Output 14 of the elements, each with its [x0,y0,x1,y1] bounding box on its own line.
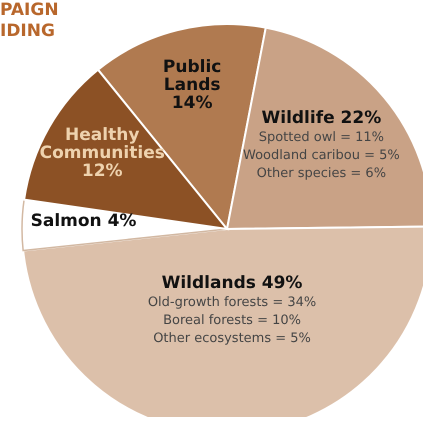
slice-label: Wildlands 49% [162,272,302,293]
slice-label: Healthy Communities [40,125,165,164]
text: Other species = 6% [256,166,386,182]
slice-label: Salmon 4% [30,211,136,232]
chart-title: PAIGN IDING [0,0,59,42]
text: Spotted owl = 11% [258,130,384,146]
text: Old-growth forests = 34% [148,294,316,310]
text: Other ecosystems = 5% [153,330,311,346]
slice-label: Public Lands [162,56,222,95]
slice-label: Wildlife 22% [261,108,382,128]
data-label: 12% [82,161,123,182]
text: Woodland caribou = 5% [243,148,400,164]
data-label: 14% [172,92,213,113]
text: Boreal forests = 10% [163,312,301,328]
